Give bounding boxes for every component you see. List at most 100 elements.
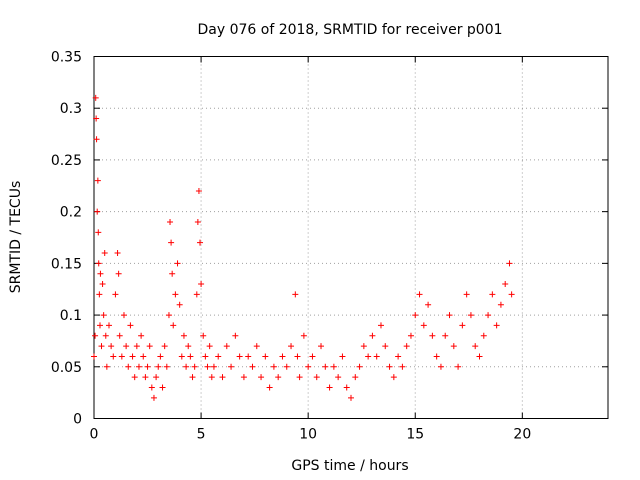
data-point [208,374,215,381]
data-point [446,312,453,319]
data-point [485,312,492,319]
data-point [142,374,149,381]
data-point [170,322,177,329]
data-point [189,374,196,381]
data-point [185,343,192,350]
data-point [296,374,303,381]
data-point [94,177,101,184]
data-point [99,281,106,288]
data-point [249,363,256,370]
data-point [96,322,103,329]
data-point [288,343,295,350]
data-point [279,353,286,360]
plot-frame [93,56,609,419]
data-point [108,343,115,350]
data-point [215,353,222,360]
data-point [508,291,515,298]
data-point [105,322,112,329]
data-point [180,332,187,339]
data-point [193,291,200,298]
data-point [95,229,102,236]
data-point [165,312,172,319]
data-point [133,343,140,350]
data-point [489,291,496,298]
data-point [309,353,316,360]
y-axis: 0 0.05 0.1 0.15 0.2 0.25 0.3 0.35 [51,50,608,428]
data-point [463,291,470,298]
data-point [131,374,138,381]
data-point [93,136,100,143]
data-point [197,239,204,246]
data-point [100,312,107,319]
chart-title: Day 076 of 2018, SRMTID for receiver p00… [197,22,502,38]
x-tick-label: 5 [197,427,206,443]
data-point [95,260,102,267]
data-point [472,343,479,350]
data-point [476,353,483,360]
data-point [232,332,239,339]
data-point [365,353,372,360]
data-point [140,353,147,360]
data-point [110,353,117,360]
data-point [236,353,243,360]
data-point [202,353,209,360]
data-point [102,332,109,339]
data-point [403,343,410,350]
data-point [437,363,444,370]
data-point [172,291,179,298]
data-point [373,353,380,360]
data-point [120,312,127,319]
x-tick-label: 20 [513,427,531,443]
data-point [497,301,504,308]
data-point [258,374,265,381]
data-point [103,363,110,370]
x-tick-label: 10 [299,427,317,443]
data-point [187,353,194,360]
data-point [92,332,99,339]
data-point [146,343,153,350]
data-point [135,363,142,370]
x-axis-label: GPS time / hours [291,458,408,474]
y-tick-label: 0.05 [51,360,82,376]
data-points [91,94,515,401]
grid-lines [94,56,608,419]
data-point [266,384,273,391]
data-point [390,374,397,381]
y-tick-label: 0.35 [51,50,82,66]
y-tick-label: 0.15 [51,256,82,272]
data-point [294,353,301,360]
data-point [245,353,252,360]
data-point [322,363,329,370]
data-point [442,332,449,339]
data-point [318,343,325,350]
data-point [92,94,99,101]
data-point [96,291,103,298]
data-point [356,363,363,370]
data-point [382,343,389,350]
data-point [313,374,320,381]
data-point [125,363,132,370]
data-point [429,332,436,339]
data-point [292,291,299,298]
data-point [115,270,122,277]
data-point [493,322,500,329]
data-point [129,353,136,360]
data-point [91,353,97,360]
data-point [360,343,367,350]
data-point [270,363,277,370]
data-point [167,218,174,225]
y-tick-label: 0.25 [51,153,82,169]
data-point [112,291,119,298]
data-point [200,332,207,339]
data-point [386,363,393,370]
data-point [399,363,406,370]
y-axis-label: SRMTID / TECUs [8,181,24,294]
data-point [253,343,260,350]
data-point [159,384,166,391]
data-point [176,301,183,308]
data-point [150,394,157,401]
data-point [101,250,108,257]
data-point [407,332,414,339]
